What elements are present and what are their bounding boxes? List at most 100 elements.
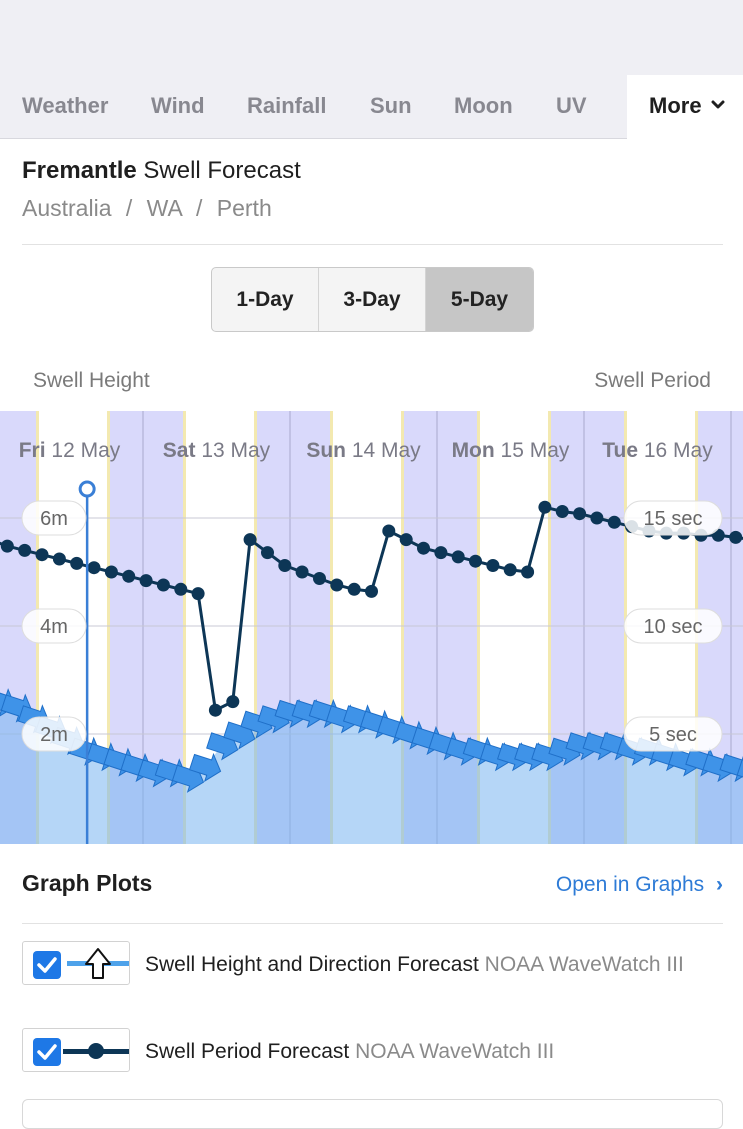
swell-period-point — [208, 703, 222, 717]
divider — [22, 923, 723, 924]
line-dot-icon — [63, 1043, 129, 1059]
sunset-line — [107, 411, 110, 844]
swell-period-point — [52, 552, 66, 566]
swell-period-point — [399, 533, 413, 547]
plot-label-swell-period: Swell Period Forecast NOAA WaveWatch III — [145, 1036, 723, 1067]
swell-direction-arrow — [188, 752, 222, 783]
sunset-line — [401, 411, 404, 844]
swell-chart[interactable]: Fri 12 May Sat 13 May Sun 14 May Mon 15 May… — [0, 411, 743, 844]
page-title: Fremantle Swell Forecast — [22, 157, 301, 185]
breadcrumb-country[interactable]: Australia — [22, 195, 112, 221]
day-date: 16 May — [638, 439, 713, 462]
day-of-week: Sun — [306, 439, 346, 462]
right-axis-tick: 15 sec — [644, 508, 703, 530]
left-axis-tick: 6m — [40, 508, 68, 530]
day-date: 15 May — [495, 439, 570, 462]
swell-period-point — [156, 578, 170, 592]
swell-period-point — [486, 559, 500, 572]
plot-source: NOAA WaveWatch III — [355, 1040, 555, 1063]
plot-name: Swell Period Forecast — [145, 1040, 350, 1063]
nav-tabs: Weather Wind Rainfall Sun Moon UV More — [0, 75, 743, 139]
chevron-down-icon — [711, 100, 725, 109]
left-axis-tick-pill — [21, 608, 87, 644]
status-area — [0, 0, 743, 75]
tab-more[interactable]: More — [627, 75, 743, 139]
swell-height-label: Swell Height — [33, 369, 150, 392]
checkbox-swell-height[interactable] — [33, 951, 61, 979]
left-axis-tick: 4m — [40, 616, 68, 638]
swell-period-point — [538, 500, 552, 514]
swell-period-point — [104, 565, 118, 579]
swell-period-point — [347, 582, 361, 596]
tab-more-label: More — [649, 93, 702, 118]
swell-period-point — [607, 515, 621, 529]
range-5day-button[interactable]: 5-Day — [426, 268, 533, 331]
day-date: 12 May — [46, 439, 121, 462]
checkbox-swell-period[interactable] — [33, 1038, 61, 1066]
day-label: Mon 15 May — [452, 439, 570, 462]
check-icon — [37, 1044, 57, 1060]
tab-sun[interactable]: Sun — [370, 93, 412, 118]
day-date: 14 May — [346, 439, 421, 462]
tab-wind[interactable]: Wind — [151, 93, 205, 118]
left-axis-tick: 2m — [40, 724, 68, 746]
sunrise-line — [330, 411, 333, 844]
day-of-week: Sat — [163, 439, 196, 462]
open-in-graphs-link[interactable]: Open in Graphs › — [556, 873, 723, 897]
swell-period-point — [70, 556, 84, 570]
swell-period-point — [451, 550, 465, 564]
graph-plots-title: Graph Plots — [22, 870, 153, 896]
swell-period-point — [573, 507, 587, 521]
swell-period-point — [313, 572, 326, 585]
sunrise-line — [477, 411, 480, 844]
title-suffix: Swell Forecast — [143, 157, 301, 184]
day-label: Fri 12 May — [19, 439, 121, 462]
day-label: Tue 16 May — [602, 439, 713, 462]
swell-direction-arrow — [719, 752, 743, 783]
swell-period-point — [330, 578, 344, 592]
swell-period-point — [365, 584, 378, 598]
range-selector: 1-Day 3-Day 5-Day — [211, 267, 534, 332]
plot-name: Swell Height and Direction Forecast — [145, 953, 479, 976]
swell-period-point — [261, 546, 274, 560]
tab-uv[interactable]: UV — [556, 93, 587, 118]
swell-period-point — [174, 582, 188, 596]
swell-period-point — [555, 505, 569, 518]
breadcrumb-state[interactable]: WA — [146, 195, 182, 221]
plot-source: NOAA WaveWatch III — [484, 953, 684, 976]
tab-moon[interactable]: Moon — [454, 93, 513, 118]
sunset-line — [254, 411, 257, 844]
range-1day-button[interactable]: 1-Day — [212, 268, 319, 331]
day-label: Sun 14 May — [306, 439, 421, 462]
swell-period-point — [278, 559, 292, 572]
day-of-week: Tue — [602, 439, 638, 462]
swell-period-point — [503, 563, 517, 577]
location-name: Fremantle — [22, 157, 137, 184]
breadcrumb-separator: / — [125, 195, 133, 221]
left-axis-tick-pill — [21, 716, 87, 752]
breadcrumb-city[interactable]: Perth — [216, 195, 272, 221]
open-in-graphs-label: Open in Graphs — [555, 873, 705, 896]
swell-period-point — [729, 530, 743, 544]
breadcrumb-separator: / — [195, 195, 203, 221]
swell-period-point — [434, 546, 448, 560]
swell-period-label: Swell Period — [594, 369, 711, 392]
range-3day-button[interactable]: 3-Day — [319, 268, 426, 331]
swell-period-point — [139, 574, 153, 588]
day-of-week: Fri — [19, 439, 46, 462]
swell-period-point — [295, 565, 309, 579]
right-axis-tick-pill — [623, 608, 723, 644]
swell-period-point — [0, 539, 14, 553]
right-axis-tick: 5 sec — [649, 724, 697, 746]
legend-swatch-swell-height — [22, 941, 130, 985]
swell-period-point — [18, 543, 32, 557]
swell-period-point — [469, 554, 482, 568]
swell-period-point — [35, 548, 49, 562]
tab-weather[interactable]: Weather — [22, 93, 109, 118]
tab-rainfall[interactable]: Rainfall — [247, 93, 327, 118]
swell-period-point — [590, 511, 604, 525]
right-axis-tick: 10 sec — [644, 616, 703, 638]
sunset-line — [548, 411, 551, 844]
breadcrumb: Australia / WA / Perth — [22, 195, 272, 222]
day-of-week: Mon — [452, 439, 495, 462]
